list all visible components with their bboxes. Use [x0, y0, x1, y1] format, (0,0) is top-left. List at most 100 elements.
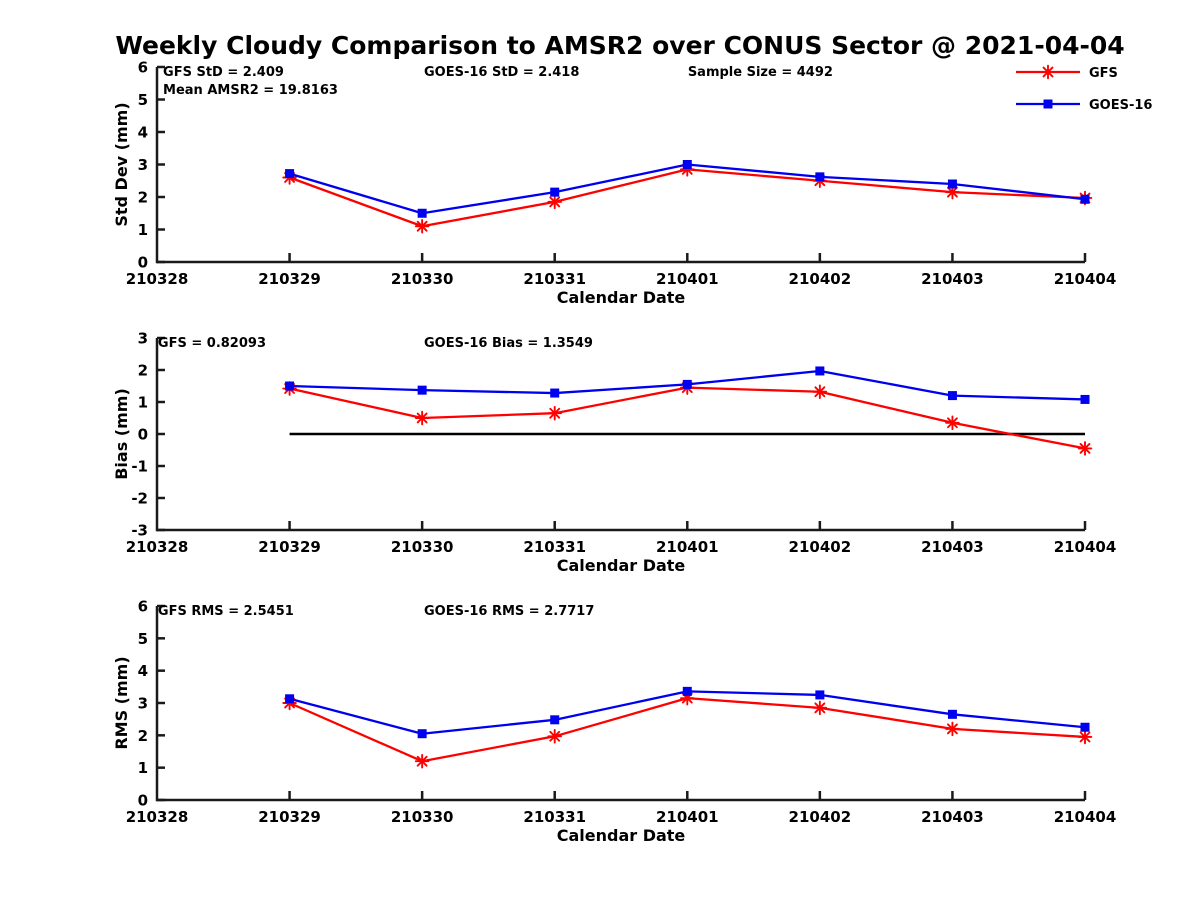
marker-goes-16-square [285, 381, 295, 391]
x-tick-label: 210403 [921, 808, 984, 826]
marker-goes-16-square [815, 366, 825, 376]
y-axis-title: Std Dev (mm) [112, 102, 131, 226]
asterisk-spoke [1042, 66, 1054, 78]
marker-goes-16-square [815, 172, 825, 182]
marker-goes-16-square [682, 379, 692, 389]
legend: GFS GOES-16 [1016, 64, 1152, 113]
y-tick-label: 6 [138, 598, 148, 616]
legend-label-goes-16: GOES-16 [1089, 98, 1152, 113]
x-tick-label: 210403 [921, 538, 984, 556]
x-tick-label: 210401 [656, 538, 719, 556]
y-tick-label: 0 [138, 792, 148, 810]
asterisk-spoke [814, 386, 826, 398]
x-tick-label: 210329 [258, 270, 321, 288]
marker-goes-16-square [417, 208, 427, 218]
x-axis-title: Calendar Date [557, 826, 686, 845]
legend-item-gfs: GFS [1016, 64, 1118, 81]
annotation-rms: GOES-16 RMS = 2.7717 [424, 604, 594, 619]
y-tick-label: 2 [138, 189, 148, 207]
marker-gfs-asterisk [414, 753, 430, 769]
asterisk-spoke [1079, 731, 1091, 743]
x-tick-label: 210404 [1054, 808, 1117, 826]
y-tick-label: 5 [138, 91, 148, 109]
x-tick-label: 210328 [126, 538, 189, 556]
y-tick-label: -2 [131, 490, 148, 508]
marker-goes-16-square [947, 709, 957, 719]
annotation-stddev: GFS StD = 2.409 [163, 65, 284, 80]
x-tick-label: 210404 [1054, 270, 1117, 288]
marker-goes-16-square [682, 160, 692, 169]
x-tick-label: 210403 [921, 270, 984, 288]
y-tick-label: 0 [138, 426, 148, 444]
asterisk-spoke [416, 220, 428, 232]
subplots-group: 0 1 2 3 4 5 6 210328 210329 210330 210331 210401 210… [112, 59, 1116, 846]
asterisk-spoke [549, 407, 561, 419]
asterisk-spoke [549, 730, 561, 742]
y-tick-label: -1 [131, 458, 148, 476]
y-axis-title: Bias (mm) [112, 388, 131, 480]
marker-gfs-asterisk [547, 194, 562, 210]
asterisk-spoke [416, 412, 428, 424]
annotation-bias: GOES-16 Bias = 1.3549 [424, 336, 593, 351]
marker-goes-16-square [682, 686, 692, 696]
marker-goes-16-square [1080, 194, 1090, 204]
marker-goes-16-square [550, 715, 560, 725]
x-tick-label: 210330 [391, 808, 454, 826]
marker-gfs-asterisk [1077, 441, 1093, 456]
marker-goes-16-square [417, 729, 427, 739]
x-tick-label: 210402 [789, 270, 852, 288]
asterisk-spoke [947, 723, 958, 735]
x-tick-label: 210331 [523, 538, 586, 556]
marker-goes-16-square [417, 385, 427, 395]
asterisk-spoke [1079, 442, 1091, 454]
legend-label-gfs: GFS [1089, 66, 1118, 81]
marker-gfs-asterisk [812, 700, 828, 716]
x-tick-label: 210401 [656, 270, 719, 288]
marker-goes-16-square [285, 694, 295, 704]
x-tick-label: 210329 [258, 808, 321, 826]
marker-goes-16-square [1080, 394, 1090, 404]
asterisk-spoke [947, 186, 958, 198]
marker-gfs-asterisk [414, 218, 430, 234]
legend-marker-goes-16 [1043, 99, 1053, 109]
marker-gfs-asterisk [945, 415, 960, 431]
series-line-gfs [289, 168, 1086, 228]
marker-goes-16-square [550, 187, 560, 197]
x-tick-label: 210402 [789, 538, 852, 556]
marker-gfs-asterisk [1077, 729, 1093, 745]
marker-goes-16-square [947, 391, 957, 401]
marker-goes-16-square [815, 690, 825, 700]
y-tick-label: 2 [138, 362, 148, 380]
x-axis-title: Calendar Date [557, 288, 686, 307]
x-tick-label: 210331 [523, 270, 586, 288]
y-tick-label: 2 [138, 727, 148, 745]
marker-gfs-asterisk [547, 729, 562, 744]
marker-gfs-asterisk [812, 384, 828, 400]
y-axis-title: RMS (mm) [112, 656, 131, 749]
y-tick-label: 4 [138, 662, 148, 680]
legend-item-goes-16: GOES-16 [1016, 98, 1152, 113]
asterisk-spoke [549, 196, 561, 208]
annotation-rms: GFS RMS = 2.5451 [158, 604, 294, 619]
y-tick-label: 5 [138, 630, 148, 648]
x-tick-label: 210330 [391, 538, 454, 556]
asterisk-spoke [947, 417, 958, 429]
x-tick-label: 210401 [656, 808, 719, 826]
marker-goes-16-square [947, 179, 957, 189]
subplot-stddev: 0 1 2 3 4 5 6 210328 210329 210330 210331 210401 210… [112, 59, 1116, 308]
annotation-stddev: Mean AMSR2 = 19.8163 [163, 83, 338, 98]
x-tick-label: 210328 [126, 808, 189, 826]
x-tick-label: 210404 [1054, 538, 1117, 556]
x-axis-title: Calendar Date [557, 556, 686, 575]
subplot-rms: 0 1 2 3 4 5 6 210328 210329 210330 210331 210401 210… [112, 598, 1116, 846]
marker-gfs-asterisk [945, 184, 960, 200]
y-tick-label: 3 [138, 695, 148, 713]
x-tick-label: 210329 [258, 538, 321, 556]
annotation-bias: GFS = 0.82093 [158, 336, 266, 351]
chart-title: Weekly Cloudy Comparison to AMSR2 over C… [115, 31, 1124, 60]
y-tick-label: 6 [138, 59, 148, 77]
x-tick-label: 210331 [523, 808, 586, 826]
y-tick-label: 1 [138, 759, 148, 777]
